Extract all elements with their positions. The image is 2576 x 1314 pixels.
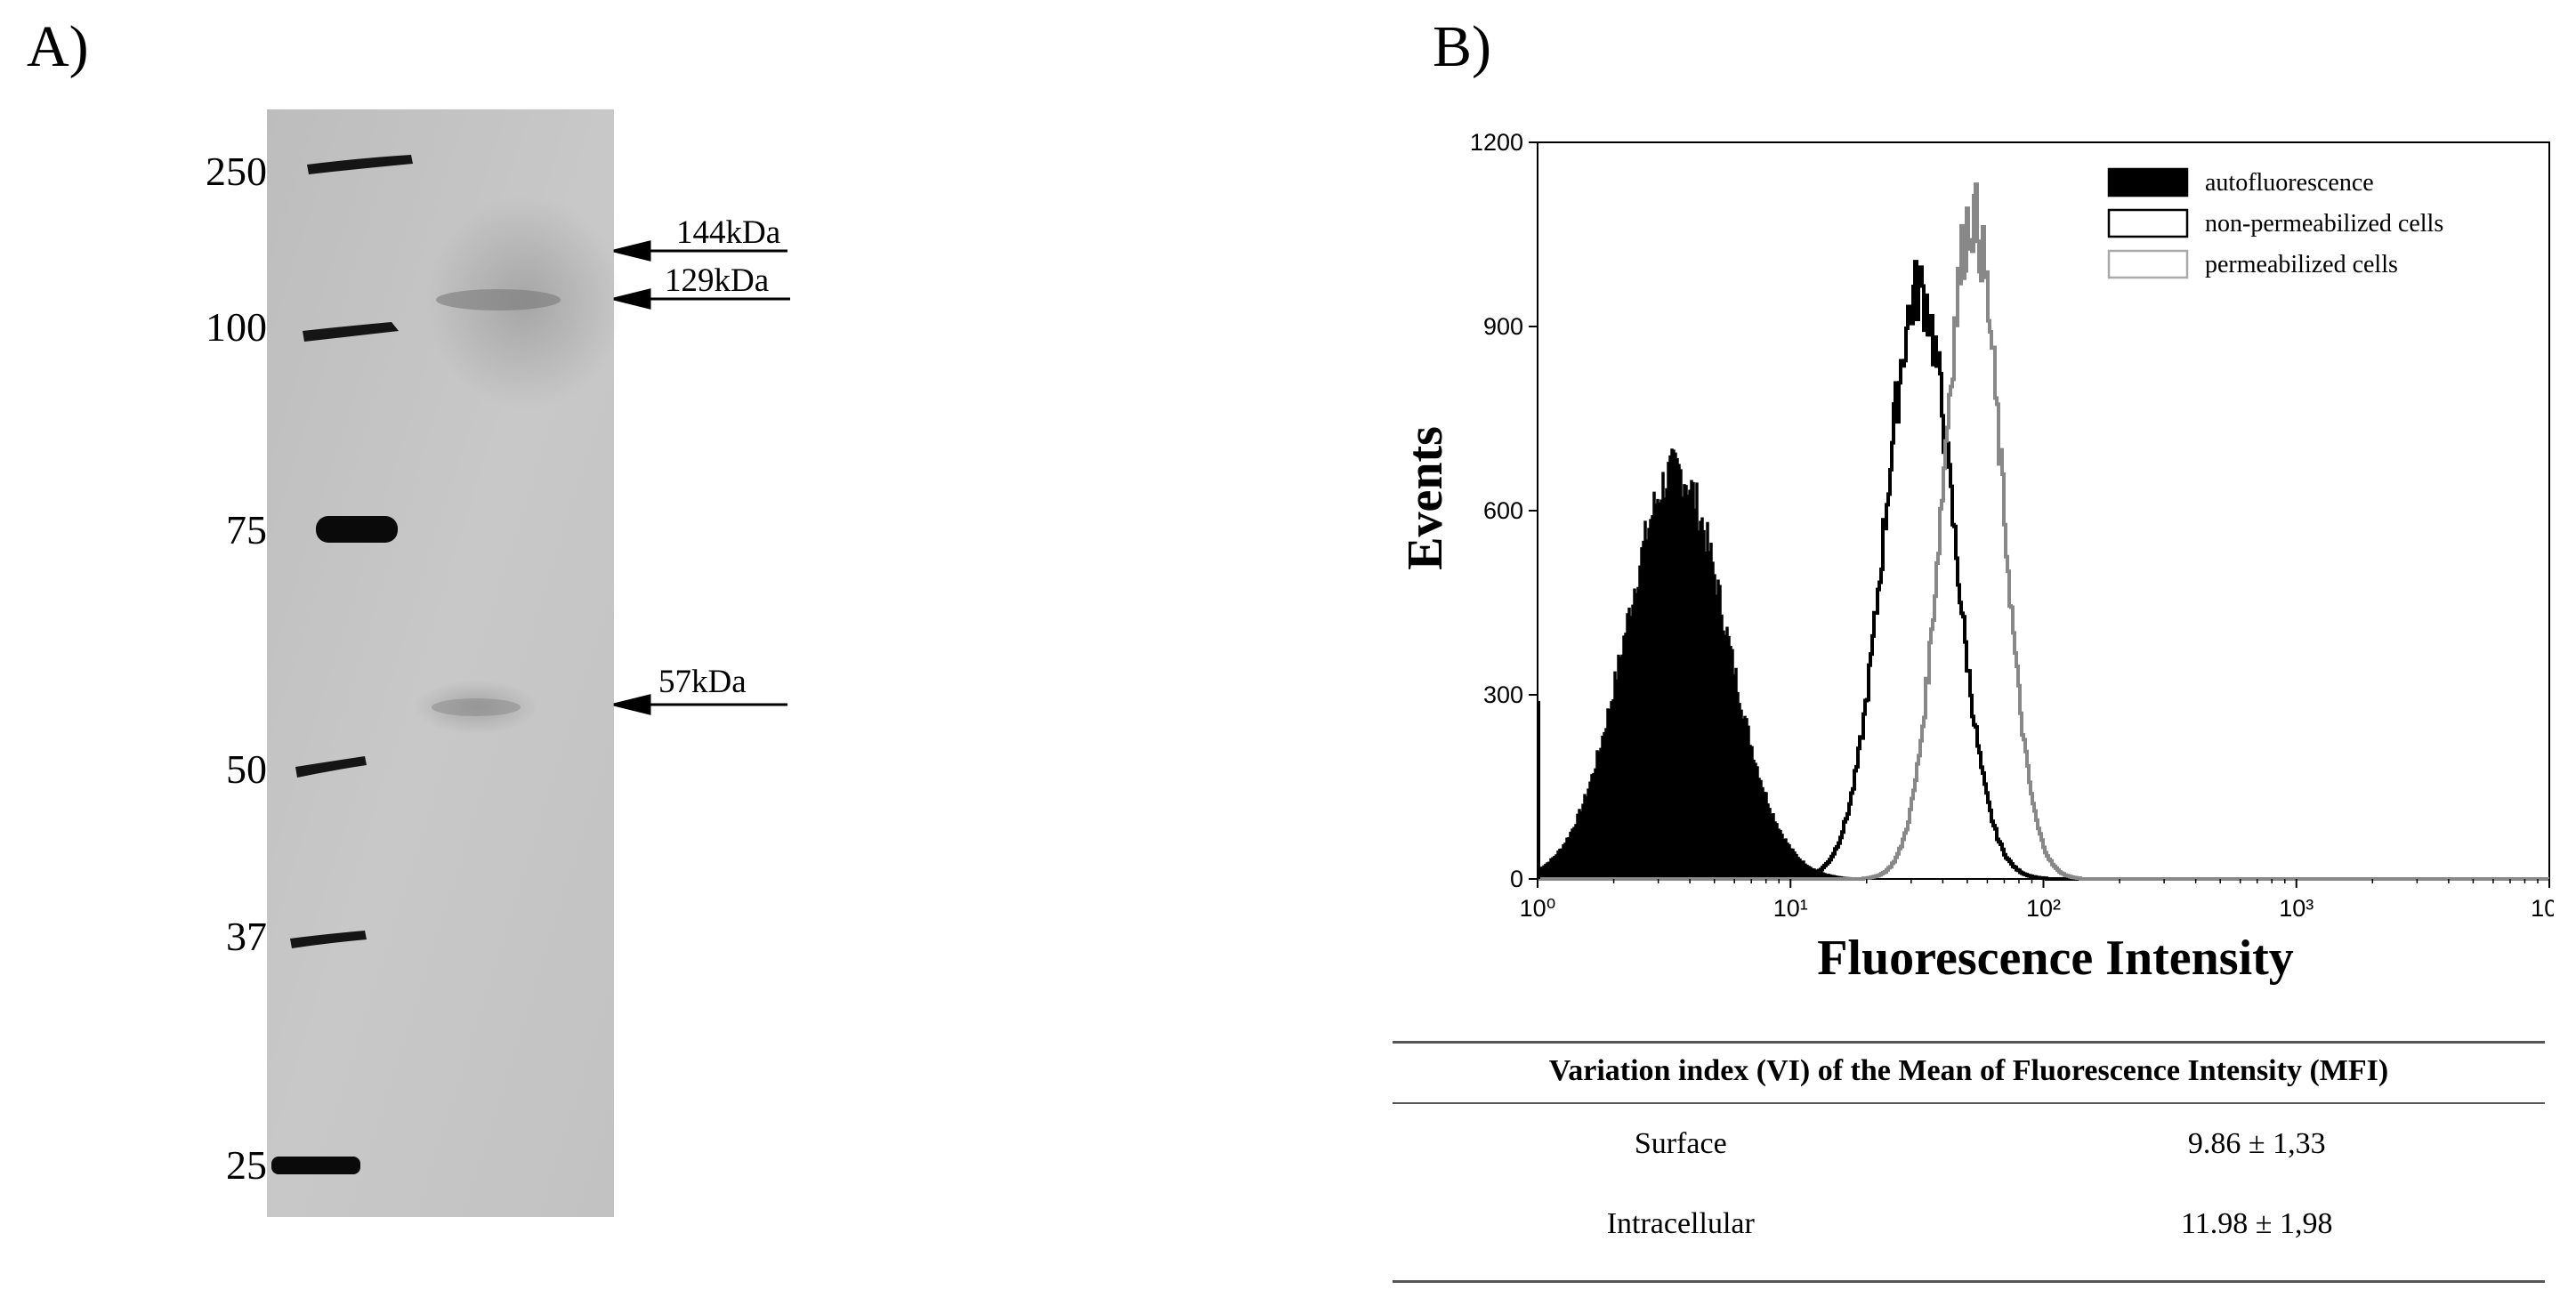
autofluorescence-edge-spike (1538, 700, 1540, 879)
band-label-129kda: 129kDa (665, 262, 770, 299)
legend-swatch (2107, 167, 2189, 198)
arrow-129kda (613, 288, 790, 310)
y-tick-label: 1200 (1470, 129, 1523, 156)
series-autofluorescence (1537, 448, 2549, 880)
table-row: Surface 9.86 ± 1,33 (1393, 1104, 2545, 1184)
x-tick-label: 10⁰ (1520, 895, 1556, 922)
ladder-label-25: 25 (226, 1142, 267, 1188)
ladder-label-250: 250 (206, 149, 267, 194)
sample-band-129kda (436, 289, 561, 310)
ladder-label-75: 75 (226, 507, 267, 552)
legend-swatch (2107, 208, 2189, 238)
legend-label: non-permeabilized cells (2205, 210, 2443, 238)
y-tick-label: 0 (1510, 866, 1523, 892)
histogram-chart: 0 300 600 900 1200 10⁰ 10¹ 10² 10³ 10⁴ Fluorescen… (1398, 129, 2554, 986)
ladder-band-50 (295, 756, 367, 778)
legend-label: autofluorescence (2205, 169, 2374, 197)
row-value-surface: 9.86 ± 1,33 (2187, 1127, 2326, 1160)
legend-label: permeabilized cells (2205, 251, 2398, 278)
sample-band-57kda (432, 698, 521, 716)
y-tick-label: 300 (1483, 681, 1523, 708)
blot-image (267, 109, 790, 1217)
x-tick-label: 10² (2026, 895, 2061, 922)
chart-legend: autofluorescence non-permeabilized cells p… (2107, 167, 2443, 279)
ladder-label-50: 50 (226, 746, 267, 792)
arrow-57kda (613, 694, 787, 715)
x-tick-label: 10⁴ (2531, 895, 2554, 922)
x-tick-label: 10¹ (1773, 895, 1808, 922)
mfi-table: Variation index (VI) of the Mean of Fluo… (1393, 1041, 2545, 1283)
row-value-intracellular: 11.98 ± 1,98 (2181, 1207, 2333, 1240)
y-tick-label: 600 (1483, 497, 1523, 524)
legend-swatch (2107, 249, 2189, 279)
ladder-band-25 (271, 1157, 360, 1174)
band-label-144kda: 144kDa (676, 214, 781, 251)
band-label-57kda: 57kDa (658, 664, 747, 700)
table-bottom-rule (1393, 1280, 2545, 1283)
table-title: Variation index (VI) of the Mean of Fluo… (1548, 1054, 2389, 1087)
ladder-band-100 (303, 322, 399, 342)
ladder-band-37 (290, 931, 367, 948)
ladder-band-250 (307, 155, 413, 174)
y-axis-label: Events (1398, 426, 1453, 570)
panel-a-label: A) (27, 14, 89, 79)
histogram-series (1537, 182, 2549, 881)
table-row: Intracellular 11.98 ± 1,98 (1393, 1184, 2545, 1264)
x-axis-label: Fluorescence Intensity (1817, 931, 2294, 986)
table-top-rule (1393, 1041, 2545, 1044)
ladder-band-75 (316, 516, 398, 543)
panel-b-label: B) (1433, 14, 1491, 79)
arrow-144kda (613, 240, 787, 262)
western-blot-panel: 250 100 75 50 37 25 144kDa 129kDa 57kDa (0, 0, 890, 1314)
row-label-intracellular: Intracellular (1606, 1207, 1755, 1240)
ladder-label-37: 37 (226, 914, 267, 959)
table-header-rule (1393, 1102, 2545, 1104)
axes: 0 300 600 900 1200 10⁰ 10¹ 10² 10³ 10⁴ (1470, 129, 2554, 922)
series-permeabilized-cells (1538, 182, 2549, 881)
ladder-label-100: 100 (206, 304, 267, 350)
row-label-surface: Surface (1634, 1127, 1727, 1160)
y-tick-label: 900 (1483, 313, 1523, 340)
x-tick-label: 10³ (2279, 895, 2314, 922)
